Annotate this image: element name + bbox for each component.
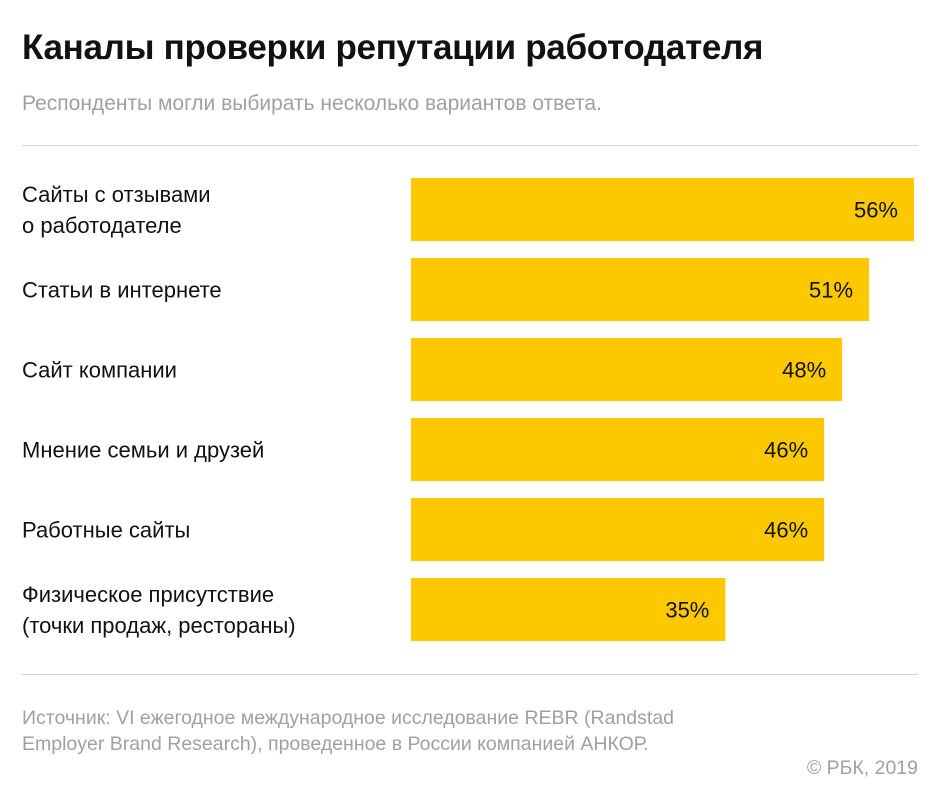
bar xyxy=(411,578,726,641)
chart-title: Каналы проверки репутации работодателя xyxy=(22,28,764,67)
category-label: Физическое присутствие (точки продаж, рес… xyxy=(22,582,296,638)
bar xyxy=(411,178,914,241)
top-divider xyxy=(22,145,918,146)
category-label: Мнение семьи и друзей xyxy=(22,438,264,463)
bar xyxy=(411,418,825,481)
bar xyxy=(411,338,843,401)
bottom-divider xyxy=(22,674,918,675)
chart-subtitle: Респонденты могли выбирать несколько вар… xyxy=(22,92,602,115)
copyright: © РБК, 2019 xyxy=(806,757,918,779)
category-label: Работные сайты xyxy=(22,518,190,543)
bar xyxy=(411,258,870,321)
bar-value-label: 46% xyxy=(764,518,808,543)
category-label: Сайты с отзывами о работодателе xyxy=(22,182,211,238)
bar xyxy=(411,498,825,561)
bar-value-label: 35% xyxy=(665,598,709,623)
bar-value-label: 56% xyxy=(854,198,898,223)
category-label: Статьи в интернете xyxy=(22,278,222,303)
bar-value-label: 48% xyxy=(782,358,826,383)
category-label: Сайт компании xyxy=(22,358,177,383)
bar-value-label: 51% xyxy=(809,278,853,303)
bar-value-label: 46% xyxy=(764,438,808,463)
source-note: Источник: VI ежегодное международное исс… xyxy=(22,707,675,755)
